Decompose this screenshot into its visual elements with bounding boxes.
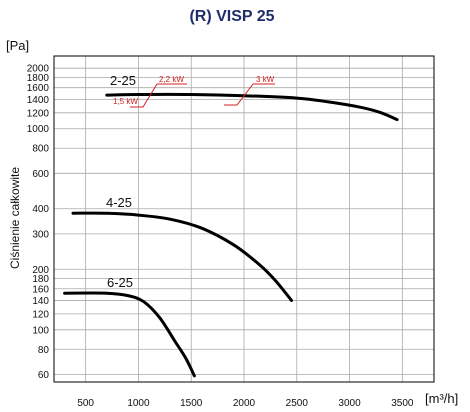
x-tick-label: 1500 (180, 398, 203, 409)
y-tick-label: 1400 (27, 95, 50, 106)
y-tick-label: 1800 (27, 73, 50, 84)
x-tick-label: 500 (77, 398, 94, 409)
y-tick-label: 1600 (27, 83, 50, 94)
power-marker-line-2-2kw (130, 83, 158, 108)
series-line-4-25 (71, 211, 293, 302)
y-tick-label: 160 (32, 284, 49, 295)
series-label-4-25: 4-25 (106, 195, 132, 210)
x-axis-label: [m³/h] (425, 391, 458, 406)
x-tick-label: 2000 (233, 398, 256, 409)
x-tick-labels: 500 1000 1500 2000 2500 3000 3500 (77, 398, 414, 409)
power-marker-line-3kw (224, 83, 254, 106)
y-tick-label: 600 (32, 169, 49, 180)
plot-frame (53, 55, 435, 383)
y-tick-label: 100 (32, 325, 49, 336)
x-tick-label: 3500 (391, 398, 414, 409)
y-axis-label: Ciśnienie całkowite (8, 167, 22, 269)
series-label-2-25: 2-25 (110, 73, 136, 88)
series-line-2-25 (105, 92, 399, 122)
y-unit-label: [Pa] (6, 38, 29, 53)
grid (54, 56, 434, 382)
y-tick-label: 80 (38, 345, 50, 356)
power-label-1-5kw: 1,5 kW (113, 97, 138, 106)
y-tick-label: 200 (32, 265, 49, 276)
y-tick-labels: 2000180016001400120010008006004003002001… (27, 64, 50, 381)
power-label-2-2kw: 2,2 kW (159, 75, 184, 84)
y-tick-label: 400 (32, 204, 49, 215)
chart-title: (R) VISP 25 (189, 8, 274, 25)
y-tick-label: 2000 (27, 64, 50, 75)
x-tick-label: 1000 (127, 398, 150, 409)
y-tick-label: 1000 (27, 124, 50, 135)
y-tick-label: 140 (32, 296, 49, 307)
power-markers: 2,2 kW 3 kW 1,5 kW (113, 75, 275, 108)
y-tick-label: 120 (32, 309, 49, 320)
series-label-6-25: 6-25 (107, 275, 133, 290)
y-tick-label: 180 (32, 274, 49, 285)
curves (63, 92, 399, 378)
power-label-3kw: 3 kW (256, 75, 275, 84)
y-tick-label: 300 (32, 229, 49, 240)
x-tick-label: 3000 (338, 398, 361, 409)
y-tick-label: 60 (38, 370, 50, 381)
y-tick-label: 1200 (27, 108, 50, 119)
series-line-6-25 (63, 291, 196, 378)
y-tick-label: 800 (32, 144, 49, 155)
x-tick-label: 2500 (286, 398, 309, 409)
